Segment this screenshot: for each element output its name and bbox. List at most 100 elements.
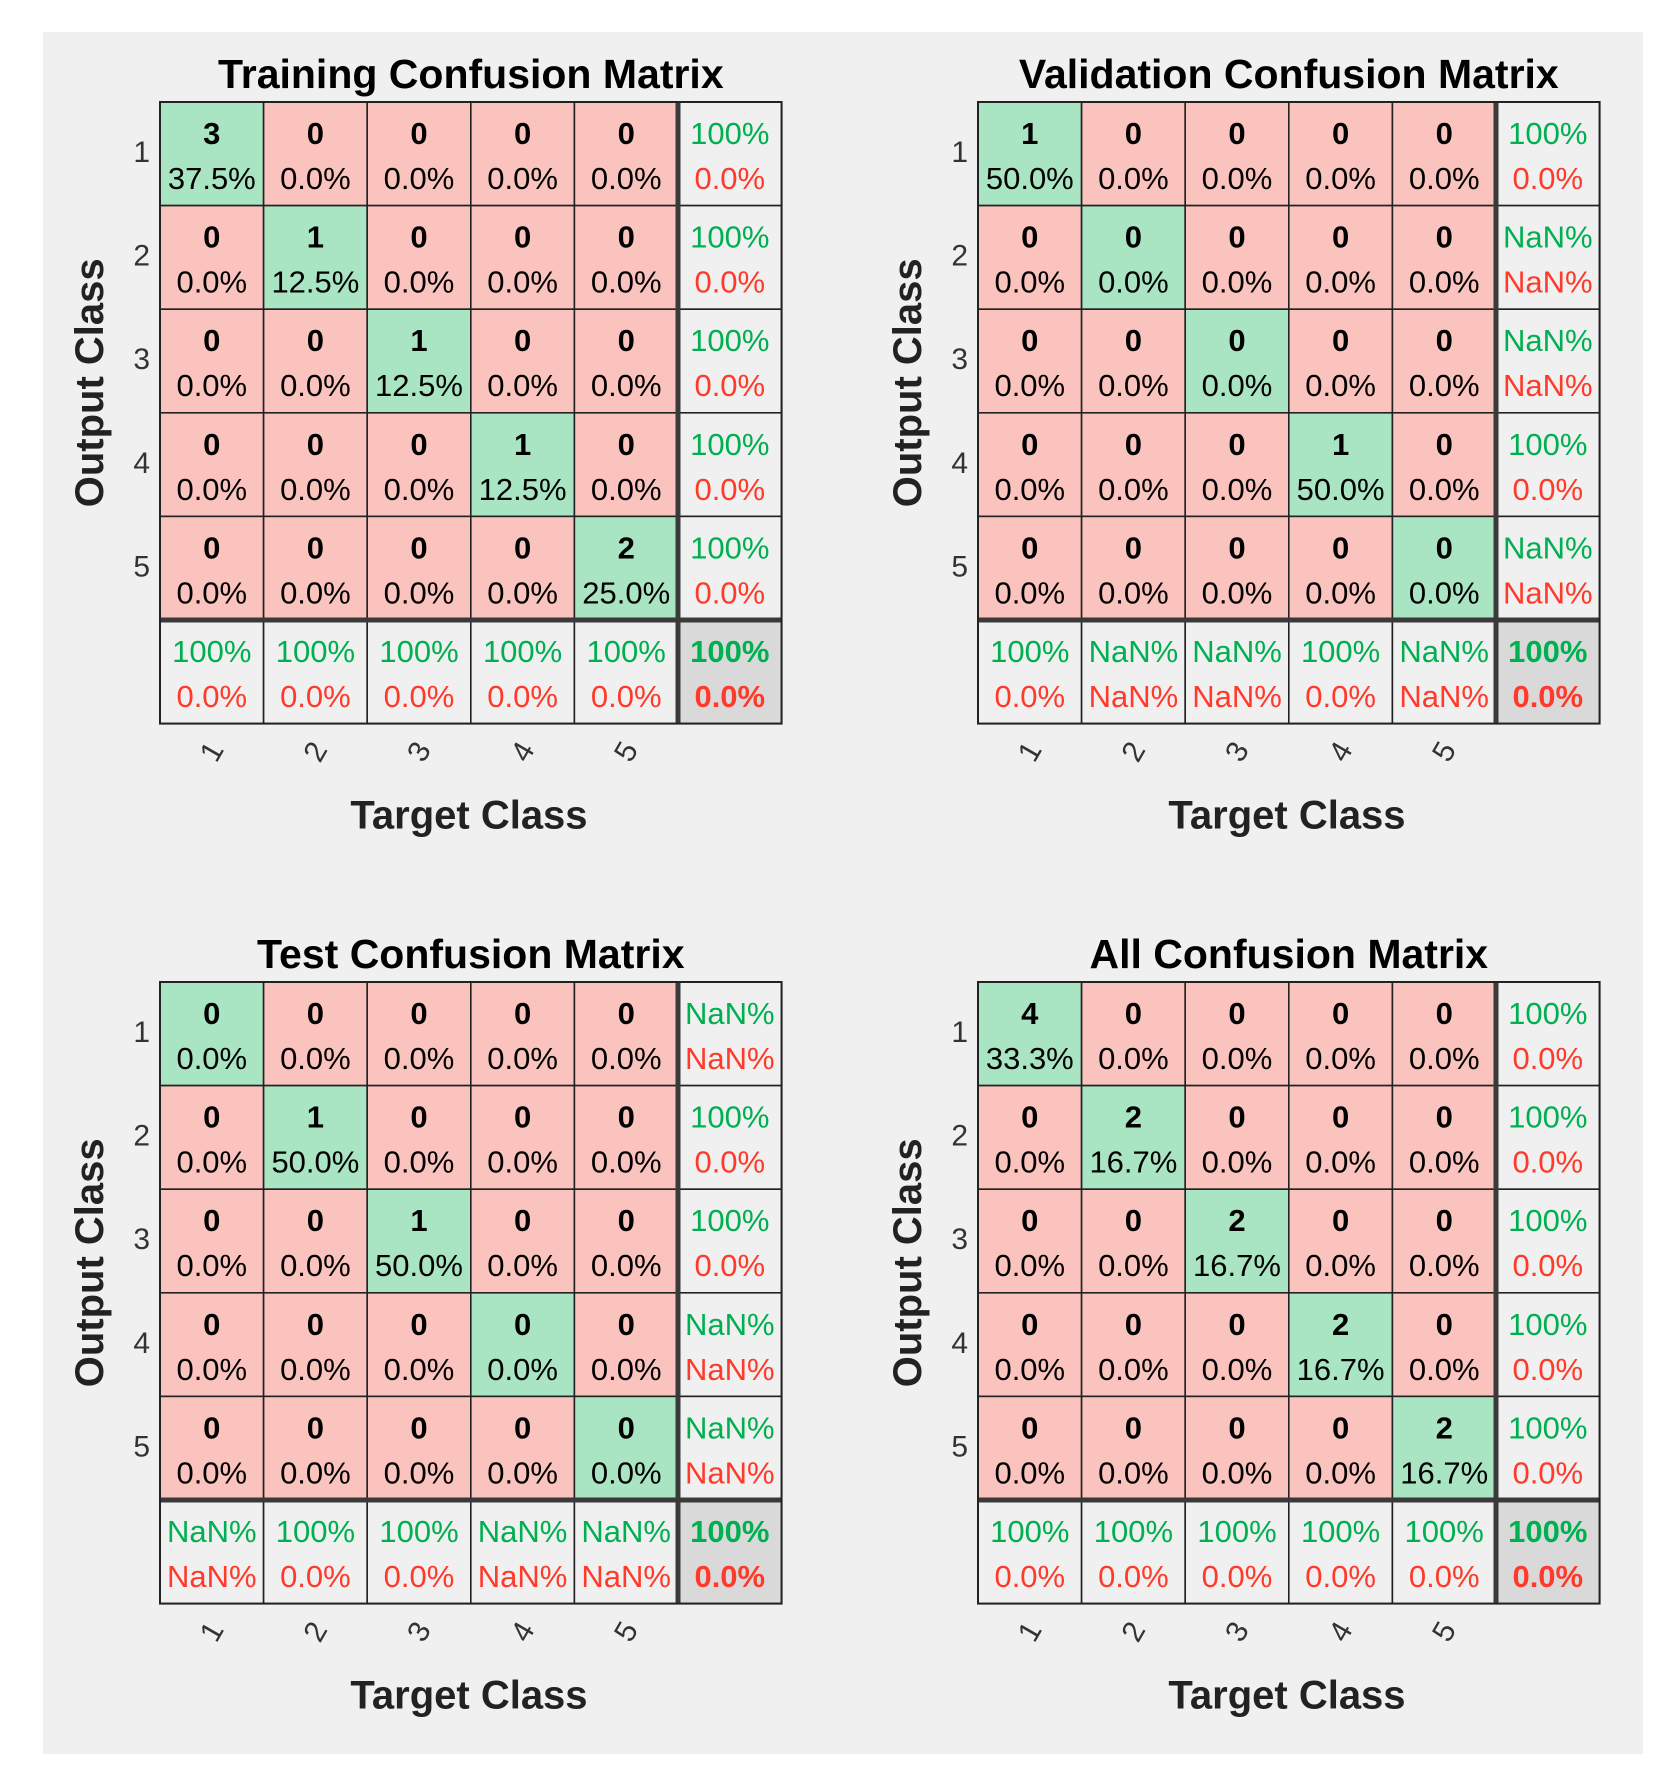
cell-percentage: 33.3%: [986, 1041, 1074, 1076]
cell-percentage: 16.7%: [1400, 1455, 1488, 1490]
summary-error: 0.0%: [694, 1559, 765, 1594]
summary-error: 0.0%: [1512, 472, 1583, 507]
cell-percentage: 0.0%: [994, 265, 1065, 300]
cell-count: 0: [1125, 1307, 1142, 1342]
cell-percentage: 37.5%: [168, 161, 256, 196]
matrix-summary-cell: [1495, 1188, 1601, 1294]
matrix-error-cell: [159, 1084, 265, 1190]
cell-count: 0: [203, 1203, 220, 1238]
summary-accuracy: NaN%: [1089, 634, 1179, 669]
cell-count: 0: [514, 996, 531, 1031]
cell-count: 0: [1228, 427, 1245, 462]
cell-count: 0: [1125, 427, 1142, 462]
cell-count: 0: [1125, 996, 1142, 1031]
summary-accuracy: 100%: [1508, 1514, 1587, 1549]
cell-percentage: 0.0%: [176, 1455, 247, 1490]
y-tick-label: 5: [951, 550, 968, 583]
summary-accuracy: 100%: [990, 634, 1069, 669]
cell-percentage: 0.0%: [591, 1352, 662, 1387]
cell-percentage: 0.0%: [591, 1248, 662, 1283]
matrix-summary-cell: [677, 1188, 783, 1294]
matrix-correct-cell: [262, 204, 369, 311]
cell-percentage: 0.0%: [1098, 161, 1169, 196]
cell-count: 0: [1436, 996, 1453, 1031]
summary-accuracy: 100%: [690, 530, 769, 565]
y-tick-label: 3: [133, 343, 150, 376]
y-tick-label: 3: [951, 1223, 968, 1256]
summary-error: 0.0%: [1512, 1041, 1583, 1076]
cell-count: 0: [514, 220, 531, 255]
cell-count: 0: [1332, 1410, 1349, 1445]
panel-title: Training Confusion Matrix: [218, 51, 724, 97]
cell-count: 0: [1228, 1100, 1245, 1135]
summary-accuracy: 100%: [587, 634, 666, 669]
matrix-error-cell: [573, 981, 679, 1087]
cell-count: 2: [1332, 1307, 1349, 1342]
summary-error: 0.0%: [176, 679, 247, 714]
cell-count: 1: [307, 220, 324, 255]
y-tick-label: 4: [133, 447, 150, 480]
cell-count: 0: [307, 323, 324, 358]
confusion-matrix-figure: Training Confusion Matrix 3 37.5% 0 0.0% 0 0.0…: [43, 32, 1643, 1754]
cell-count: 2: [1125, 1100, 1142, 1135]
x-tick-label: 5: [1426, 736, 1463, 767]
matrix-error-cell: [1184, 515, 1290, 621]
summary-error: 0.0%: [1098, 1559, 1169, 1594]
summary-accuracy: 100%: [379, 634, 458, 669]
cell-count: 0: [514, 116, 531, 151]
cell-percentage: 0.0%: [280, 161, 351, 196]
cell-count: 0: [203, 996, 220, 1031]
matrix-error-cell: [1080, 308, 1186, 414]
cell-percentage: 0.0%: [1202, 1352, 1273, 1387]
cell-count: 0: [1021, 530, 1038, 565]
cell-percentage: 0.0%: [1409, 1041, 1480, 1076]
cell-percentage: 12.5%: [271, 265, 359, 300]
cell-percentage: 0.0%: [1305, 161, 1376, 196]
cell-percentage: 0.0%: [280, 368, 351, 403]
matrix-error-cell: [1080, 1188, 1186, 1294]
cell-count: 0: [514, 1410, 531, 1445]
summary-error: 0.0%: [994, 679, 1065, 714]
cell-count: 0: [1021, 1203, 1038, 1238]
cell-count: 0: [203, 427, 220, 462]
matrix-border: [159, 981, 783, 1605]
cell-count: 0: [410, 1410, 427, 1445]
matrix-summary-cell: [1288, 619, 1394, 725]
cell-count: 0: [1436, 220, 1453, 255]
matrix-error-cell: [1288, 1395, 1394, 1501]
matrix-summary-cell: [677, 204, 783, 311]
cell-count: 0: [410, 1307, 427, 1342]
cell-percentage: 0.0%: [1202, 1455, 1273, 1490]
matrix-total-cell: [1495, 1499, 1601, 1605]
summary-error: NaN%: [1503, 265, 1593, 300]
summary-error: NaN%: [1503, 368, 1593, 403]
summary-accuracy: 100%: [1508, 1100, 1587, 1135]
confusion-matrix-panel: Validation Confusion Matrix150.0%00.0%00…: [886, 51, 1601, 838]
matrix-border: [977, 101, 1601, 725]
cell-percentage: 0.0%: [1305, 368, 1376, 403]
cell-count: 2: [1436, 1410, 1453, 1445]
matrix-correct-cell: [1391, 515, 1497, 621]
cell-count: 0: [203, 530, 220, 565]
matrix-error-cell: [1288, 981, 1394, 1087]
cell-count: 0: [1021, 427, 1038, 462]
cell-count: 0: [618, 1100, 635, 1135]
cell-count: 0: [307, 1307, 324, 1342]
matrix-error-cell: [262, 411, 369, 518]
cell-percentage: 0.0%: [1409, 575, 1480, 610]
y-tick-label: 4: [951, 447, 968, 480]
matrix-summary-cell: [977, 619, 1083, 725]
x-tick-label: 3: [1219, 1616, 1256, 1647]
cell-count: 0: [514, 1100, 531, 1135]
cell-count: 0: [618, 427, 635, 462]
cell-count: 0: [1332, 323, 1349, 358]
matrix-error-cell: [573, 308, 679, 414]
cell-count: 0: [1332, 530, 1349, 565]
cell-count: 0: [203, 1100, 220, 1135]
cell-count: 0: [307, 116, 324, 151]
summary-accuracy: 100%: [690, 220, 769, 255]
cell-count: 1: [307, 1100, 324, 1135]
cell-percentage: 0.0%: [994, 1352, 1065, 1387]
summary-accuracy: 100%: [1094, 1514, 1173, 1549]
cell-count: 0: [1125, 1410, 1142, 1445]
